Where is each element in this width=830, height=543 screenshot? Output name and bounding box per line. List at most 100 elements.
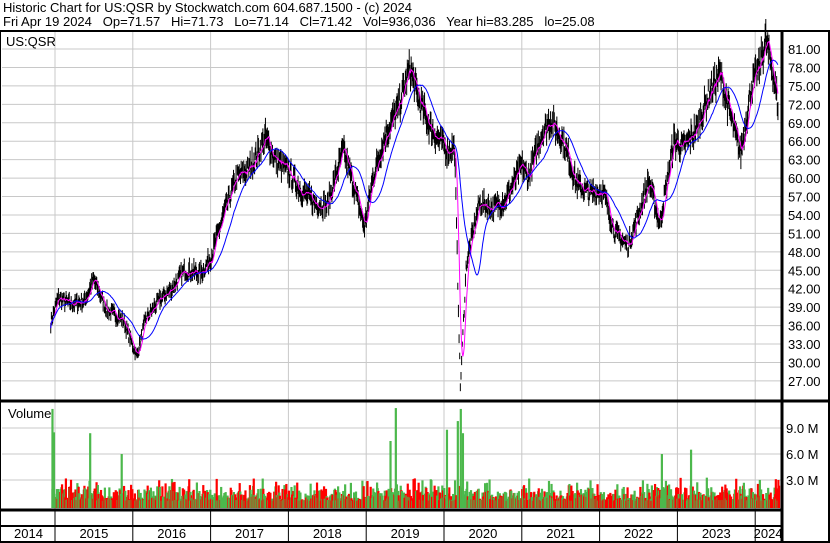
volume-bar <box>349 482 352 508</box>
volume-tick-label: 3.0 M <box>786 473 819 488</box>
volume-bar <box>178 486 181 508</box>
volume-bar <box>195 482 198 508</box>
volume-bar <box>52 432 56 508</box>
volume-bar <box>287 490 291 508</box>
volume-bar <box>89 433 92 508</box>
volume-bar <box>550 483 553 508</box>
volume-bar <box>366 481 369 508</box>
volume-bar <box>285 483 288 508</box>
volume-bar <box>748 488 751 508</box>
volume-bar <box>445 429 449 508</box>
volume-bar <box>129 484 133 508</box>
volume-bar <box>517 491 521 508</box>
ma-long-line <box>50 59 779 340</box>
volume-bar <box>643 492 646 508</box>
volume-bar <box>400 491 404 508</box>
volume-tick-label: 6.0 M <box>786 447 819 462</box>
price-tick-label: 78.00 <box>788 60 821 75</box>
year-label: 2014 <box>14 526 43 541</box>
volume-bar <box>705 477 708 508</box>
price-tick-label: 60.00 <box>788 171 821 186</box>
year-label: 2024 <box>754 526 783 541</box>
price-tick-label: 45.00 <box>788 263 821 278</box>
volume-bar <box>760 489 763 508</box>
volume-bar <box>315 482 319 508</box>
volume-bar <box>189 491 192 508</box>
volume-bar <box>87 486 90 508</box>
volume-bar <box>209 489 212 508</box>
volume-bar <box>281 488 284 508</box>
volume-bar <box>466 481 469 508</box>
volume-bar <box>293 485 296 508</box>
volume-bar <box>646 483 649 508</box>
volume-bar <box>319 491 322 508</box>
volume-bar <box>725 488 728 508</box>
volume-bar <box>459 408 462 508</box>
volume-bar <box>127 490 130 508</box>
year-label: 2020 <box>468 526 497 541</box>
price-tick-label: 66.00 <box>788 134 821 149</box>
volume-bar <box>124 490 127 508</box>
volume-bar <box>69 479 73 508</box>
volume-bar <box>103 487 106 508</box>
volume-bar <box>252 478 255 508</box>
volume-bar <box>64 478 67 508</box>
volume-bar <box>505 492 508 508</box>
volume-bar <box>596 484 599 508</box>
volume-bar <box>539 492 542 508</box>
volume-bar <box>756 483 760 508</box>
volume-bar <box>296 482 299 508</box>
price-tick-label: 81.00 <box>788 42 821 57</box>
volume-bar <box>192 489 195 508</box>
volume-bar <box>183 489 186 508</box>
year-label: 2017 <box>235 526 264 541</box>
year-label: 2016 <box>157 526 186 541</box>
chart-title: Historic Chart for US:QSR by Stockwatch.… <box>3 0 412 15</box>
price-tick-label: 75.00 <box>788 79 821 94</box>
volume-bar <box>215 478 218 508</box>
year-label: 2023 <box>702 526 731 541</box>
price-tick-label: 72.00 <box>788 97 821 112</box>
volume-bar <box>164 483 167 508</box>
volume-bar <box>177 492 180 508</box>
price-tick-label: 36.00 <box>788 319 821 334</box>
volume-bar <box>758 479 761 508</box>
price-tick-label: 48.00 <box>788 245 821 260</box>
volume-bar <box>437 486 440 508</box>
volume-bar <box>57 489 60 508</box>
volume-bar <box>765 492 768 508</box>
volume-bar <box>95 482 98 508</box>
volume-bar <box>259 488 262 508</box>
volume-bar <box>51 408 54 508</box>
volume-bar <box>453 480 457 508</box>
volume-bar <box>158 486 161 508</box>
volume-bar <box>389 441 392 508</box>
volume-bar <box>689 449 693 508</box>
volume-bar <box>660 454 663 508</box>
chart-frame <box>0 30 830 543</box>
volume-bar <box>394 408 397 508</box>
volume-bar <box>685 488 688 508</box>
volume-bar <box>576 490 579 508</box>
volume-bar <box>94 488 97 508</box>
year-label: 2022 <box>624 526 653 541</box>
volume-bar <box>679 477 682 508</box>
volume-bar <box>711 491 714 508</box>
volume-bar <box>750 488 753 508</box>
year-label: 2015 <box>79 526 108 541</box>
volume-bar <box>321 490 324 508</box>
year-label: 2021 <box>546 526 575 541</box>
volume-bar <box>283 489 287 508</box>
volume-bar <box>147 490 151 508</box>
volume-bar <box>115 491 119 508</box>
volume-bar <box>430 480 433 508</box>
volume-bar <box>390 492 393 508</box>
year-label: 2019 <box>391 526 420 541</box>
volume-bar <box>55 489 59 508</box>
volume-bar <box>171 482 174 508</box>
price-tick-label: 42.00 <box>788 282 821 297</box>
volume-bar <box>433 485 436 508</box>
volume-bar <box>143 489 146 508</box>
volume-tick-label: 9.0 M <box>786 421 819 436</box>
